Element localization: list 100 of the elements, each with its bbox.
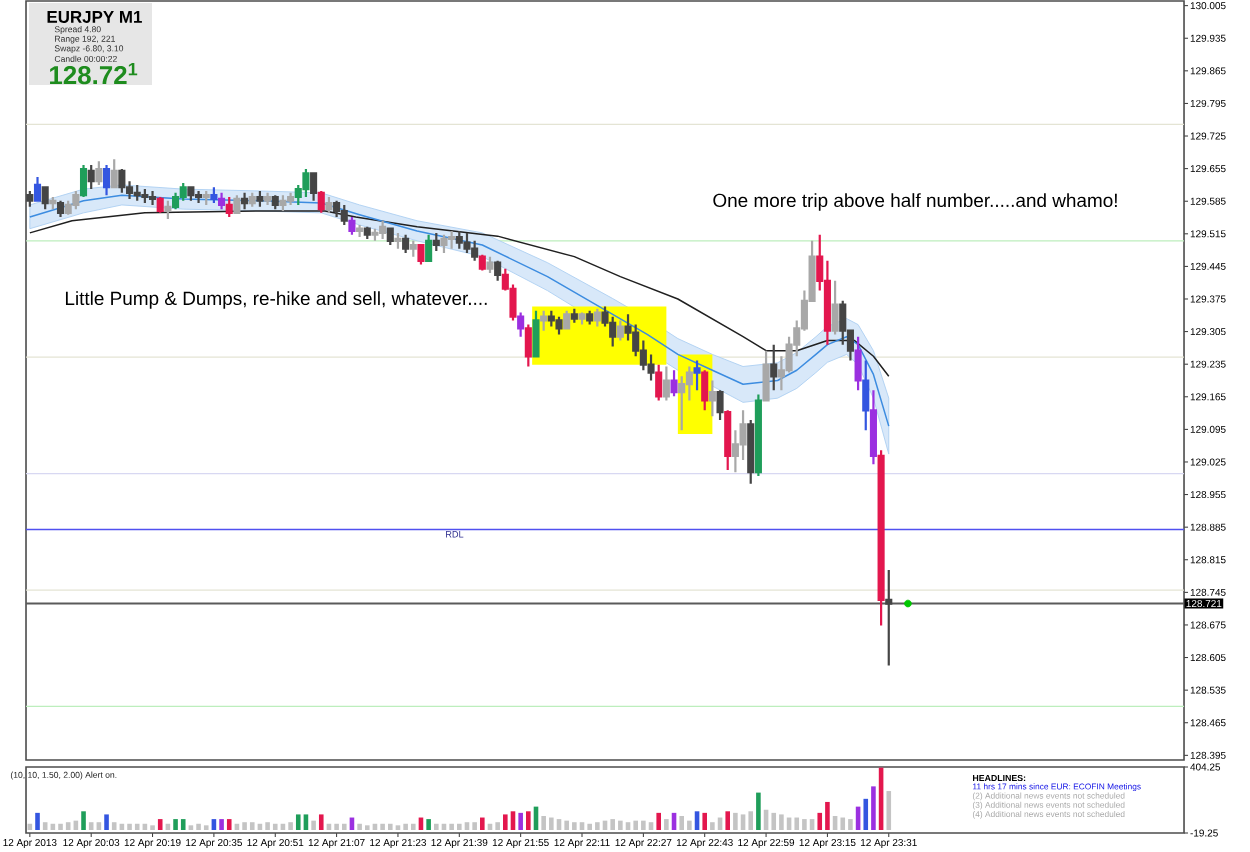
bar	[265, 822, 270, 830]
bar	[771, 812, 777, 830]
candlestick	[693, 359, 701, 392]
bar	[288, 822, 293, 830]
candlestick	[33, 175, 42, 202]
candlestick	[578, 311, 586, 326]
candlestick	[593, 307, 601, 328]
candlestick	[202, 189, 210, 207]
bar	[472, 822, 477, 830]
bar	[242, 822, 247, 830]
bar	[610, 819, 615, 830]
candlestick	[195, 189, 203, 205]
bar	[226, 819, 232, 830]
candlestick	[670, 369, 678, 398]
candlestick	[325, 195, 333, 214]
candlestick	[133, 183, 141, 202]
bar	[196, 823, 201, 830]
bar	[664, 819, 669, 830]
bar	[840, 817, 846, 830]
candlestick	[179, 181, 187, 202]
bar	[871, 786, 876, 830]
bar	[35, 812, 40, 830]
candlestick	[233, 194, 241, 214]
bar	[779, 814, 784, 830]
candlestick	[770, 343, 778, 392]
candlestick	[716, 389, 724, 422]
candlestick	[118, 167, 126, 194]
candlestick	[340, 203, 348, 227]
candlestick	[724, 409, 732, 471]
bar	[111, 822, 117, 830]
candlestick	[494, 259, 502, 282]
candlestick	[885, 568, 893, 667]
bar	[318, 814, 324, 830]
bar	[641, 820, 646, 830]
bar	[633, 820, 638, 830]
candlestick	[149, 189, 157, 207]
bar	[518, 812, 523, 830]
candlestick	[708, 379, 716, 418]
candlestick	[218, 191, 226, 211]
bar	[249, 822, 255, 830]
bar	[794, 817, 800, 830]
bar	[157, 819, 163, 830]
candlestick	[371, 227, 379, 242]
candlestick	[279, 194, 287, 213]
bar	[104, 814, 109, 830]
candlestick	[110, 158, 118, 189]
candlestick	[869, 389, 877, 466]
bar	[687, 820, 692, 830]
candlestick	[762, 349, 770, 402]
bar	[549, 817, 554, 830]
candlestick	[616, 319, 624, 342]
bar	[503, 814, 508, 830]
bar	[725, 811, 731, 830]
candlestick	[64, 199, 72, 216]
candlestick	[831, 279, 839, 336]
candlestick	[302, 167, 310, 199]
candlestick	[586, 309, 594, 326]
candlestick	[49, 195, 57, 211]
candlestick	[655, 363, 663, 402]
bar	[403, 823, 408, 830]
bar	[434, 823, 439, 830]
candlestick	[540, 309, 548, 332]
bar	[679, 815, 685, 830]
bar	[387, 823, 393, 830]
bar	[219, 819, 224, 830]
candlestick	[448, 229, 456, 250]
candlestick	[678, 375, 686, 432]
bar	[748, 811, 754, 830]
candlestick	[547, 309, 555, 328]
bar	[710, 822, 715, 830]
candlestick	[72, 189, 80, 211]
bar	[173, 819, 178, 830]
candlestick	[172, 191, 180, 211]
bar	[295, 814, 301, 830]
candlestick	[555, 315, 563, 336]
bar	[341, 823, 347, 830]
bar	[480, 817, 485, 830]
bar	[134, 823, 140, 830]
bar	[495, 822, 500, 830]
candlestick	[517, 311, 525, 338]
candlestick	[164, 199, 172, 221]
bar	[564, 820, 569, 830]
bar	[756, 792, 761, 830]
bar	[656, 812, 661, 830]
candlestick	[486, 255, 494, 275]
candlestick	[348, 215, 356, 236]
candlestick	[463, 231, 471, 255]
bar	[587, 823, 592, 830]
annotation: 128.72$^{1}$	[50, 62, 138, 85]
line-series	[29, 210, 890, 378]
candlestick	[471, 239, 479, 262]
candlestick	[79, 163, 88, 199]
candlestick	[440, 233, 448, 255]
bar	[357, 823, 362, 830]
bar	[457, 823, 462, 830]
candlestick	[56, 199, 65, 219]
candlestick	[87, 163, 95, 191]
annotation: Little Pump & Dumps, re-hike and sell, whatever....	[65, 291, 487, 309]
bar	[526, 811, 531, 830]
bar	[380, 823, 385, 830]
